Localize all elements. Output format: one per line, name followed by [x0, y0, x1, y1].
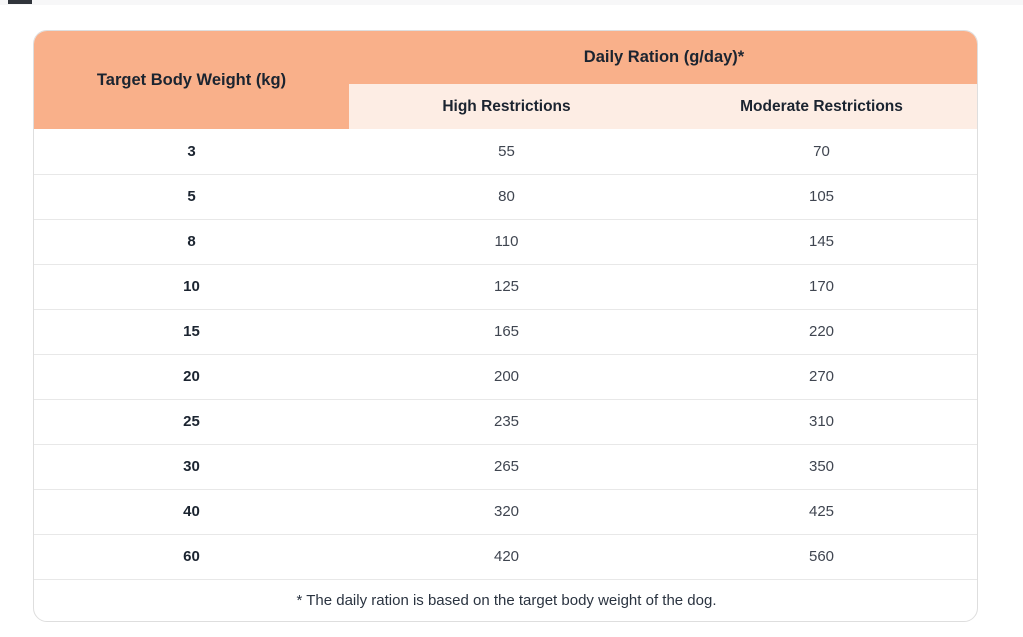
moderate-restrictions-cell: 560 — [664, 534, 977, 580]
top-edge-strip — [0, 0, 1023, 5]
weight-cell: 60 — [34, 534, 349, 580]
moderate-restrictions-cell: 425 — [664, 489, 977, 535]
table-row: 10 125 170 — [34, 264, 977, 310]
table-row: 25 235 310 — [34, 399, 977, 445]
high-restrictions-cell: 235 — [349, 399, 664, 445]
moderate-restrictions-cell: 70 — [664, 129, 977, 175]
table-row: 5 80 105 — [34, 174, 977, 220]
weight-cell: 30 — [34, 444, 349, 490]
high-restrictions-cell: 80 — [349, 174, 664, 220]
weight-cell: 5 — [34, 174, 349, 220]
ration-table-card: Target Body Weight (kg) Daily Ration (g/… — [33, 30, 978, 622]
high-restrictions-cell: 420 — [349, 534, 664, 580]
table-title-daily-ration: Daily Ration (g/day)* — [349, 31, 977, 84]
table-row: 60 420 560 — [34, 534, 977, 580]
table-row: 8 110 145 — [34, 219, 977, 265]
table-row: 15 165 220 — [34, 309, 977, 355]
high-restrictions-cell: 200 — [349, 354, 664, 400]
weight-cell: 10 — [34, 264, 349, 310]
moderate-restrictions-cell: 220 — [664, 309, 977, 355]
weight-cell: 3 — [34, 129, 349, 175]
table-header: Target Body Weight (kg) Daily Ration (g/… — [34, 31, 977, 129]
moderate-restrictions-cell: 105 — [664, 174, 977, 220]
footnote-text: * The daily ration is based on the targe… — [296, 591, 717, 609]
moderate-restrictions-cell: 350 — [664, 444, 977, 490]
moderate-restrictions-cell: 270 — [664, 354, 977, 400]
high-restrictions-cell: 165 — [349, 309, 664, 355]
table-footer: * The daily ration is based on the targe… — [34, 579, 977, 621]
daily-ration-table: Target Body Weight (kg) Daily Ration (g/… — [34, 31, 977, 621]
column-header-target-body-weight: Target Body Weight (kg) — [34, 31, 349, 129]
column-header-moderate-restrictions: Moderate Restrictions — [664, 84, 977, 129]
top-edge-dash — [8, 0, 32, 4]
table-row: 20 200 270 — [34, 354, 977, 400]
weight-cell: 15 — [34, 309, 349, 355]
weight-cell: 40 — [34, 489, 349, 535]
weight-cell: 8 — [34, 219, 349, 265]
table-row: 30 265 350 — [34, 444, 977, 490]
column-header-high-restrictions: High Restrictions — [349, 84, 664, 129]
moderate-restrictions-cell: 310 — [664, 399, 977, 445]
weight-cell: 20 — [34, 354, 349, 400]
high-restrictions-cell: 55 — [349, 129, 664, 175]
moderate-restrictions-cell: 145 — [664, 219, 977, 265]
high-restrictions-cell: 110 — [349, 219, 664, 265]
high-restrictions-cell: 265 — [349, 444, 664, 490]
table-body: 3 55 70 5 80 105 8 110 145 10 125 170 15 165 220 20 200 2… — [34, 129, 977, 580]
high-restrictions-cell: 320 — [349, 489, 664, 535]
moderate-restrictions-cell: 170 — [664, 264, 977, 310]
table-row: 3 55 70 — [34, 129, 977, 175]
high-restrictions-cell: 125 — [349, 264, 664, 310]
table-row: 40 320 425 — [34, 489, 977, 535]
weight-cell: 25 — [34, 399, 349, 445]
